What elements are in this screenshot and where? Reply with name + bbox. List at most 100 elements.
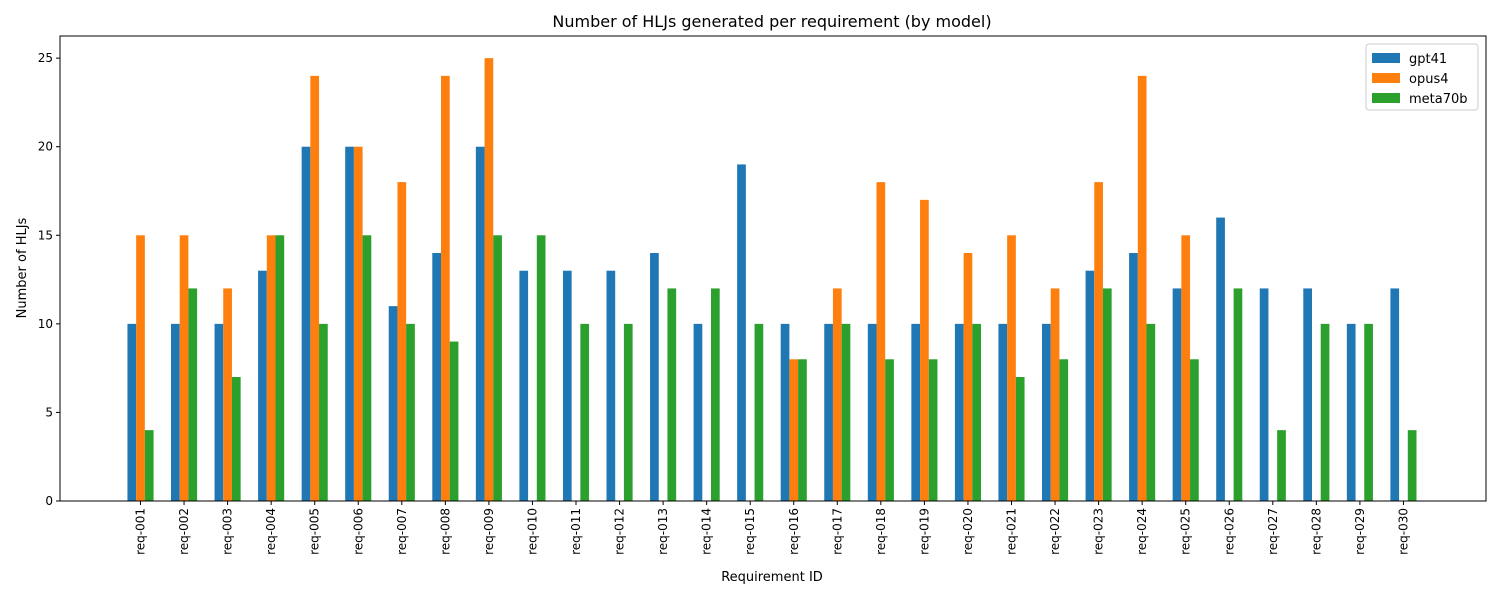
x-tick-label: req-005 bbox=[308, 508, 322, 555]
x-tick-label: req-006 bbox=[351, 508, 365, 555]
x-tick-label: req-015 bbox=[743, 508, 757, 555]
x-tick-label: req-011 bbox=[569, 508, 583, 555]
x-tick-label: req-024 bbox=[1135, 508, 1149, 555]
bar-gpt41-req-025 bbox=[1172, 288, 1182, 501]
x-tick-label: req-014 bbox=[700, 508, 714, 555]
x-tick-label: req-019 bbox=[917, 508, 931, 555]
x-tick-label: req-030 bbox=[1396, 508, 1410, 555]
bar-gpt41-req-013 bbox=[650, 253, 659, 501]
bar-gpt41-req-029 bbox=[1346, 323, 1356, 501]
bar-gpt41-req-020 bbox=[954, 323, 964, 501]
y-axis: 0 5 10 15 20 25 bbox=[38, 51, 60, 508]
bar-opus4-req-006 bbox=[353, 146, 363, 501]
bar-meta70b-req-023 bbox=[1102, 288, 1112, 501]
bar-gpt41-req-008 bbox=[432, 253, 441, 501]
x-tick-label: req-012 bbox=[613, 508, 627, 555]
y-tick-label: 5 bbox=[45, 405, 53, 419]
bar-meta70b-req-027 bbox=[1277, 430, 1286, 501]
bar-gpt41-req-019 bbox=[911, 323, 921, 501]
bar-gpt41-req-028 bbox=[1303, 288, 1312, 501]
bar-meta70b-req-002 bbox=[188, 288, 198, 501]
bar-meta70b-req-026 bbox=[1233, 288, 1243, 501]
bar-meta70b-req-010 bbox=[536, 235, 546, 502]
x-tick-label: req-026 bbox=[1222, 508, 1236, 555]
bar-meta70b-req-007 bbox=[406, 323, 415, 501]
bar-opus4-req-003 bbox=[223, 288, 232, 501]
bar-meta70b-req-018 bbox=[885, 359, 894, 501]
bar-gpt41-req-006 bbox=[345, 146, 354, 501]
x-tick-label: req-004 bbox=[264, 508, 278, 555]
bar-gpt41-req-022 bbox=[1042, 323, 1051, 501]
x-tick-label: req-003 bbox=[221, 508, 235, 555]
bar-opus4-req-019 bbox=[920, 199, 929, 502]
x-tick-label: req-016 bbox=[787, 508, 801, 555]
bar-gpt41-req-017 bbox=[824, 323, 833, 501]
bar-meta70b-req-012 bbox=[623, 323, 633, 501]
x-tick-label: req-017 bbox=[830, 508, 844, 555]
bar-gpt41-req-018 bbox=[867, 323, 877, 501]
bar-meta70b-req-025 bbox=[1190, 359, 1199, 501]
x-tick-label: req-001 bbox=[134, 508, 148, 555]
bar-opus4-req-002 bbox=[179, 235, 189, 502]
bar-meta70b-req-009 bbox=[493, 235, 502, 502]
bar-gpt41-req-002 bbox=[171, 323, 180, 501]
y-tick-label: 10 bbox=[38, 317, 53, 331]
x-tick-label: req-008 bbox=[438, 508, 452, 555]
bar-meta70b-req-021 bbox=[1015, 377, 1025, 501]
bar-gpt41-req-027 bbox=[1259, 288, 1269, 501]
x-tick-label: req-018 bbox=[874, 508, 888, 555]
legend-swatch-meta70b bbox=[1372, 93, 1400, 103]
x-tick-label: req-013 bbox=[656, 508, 670, 555]
bar-gpt41-req-007 bbox=[388, 306, 398, 501]
bar-gpt41-req-023 bbox=[1085, 270, 1095, 501]
bar-meta70b-req-030 bbox=[1407, 430, 1417, 501]
y-tick-label: 15 bbox=[38, 228, 53, 242]
bar-opus4-req-021 bbox=[1007, 235, 1016, 502]
legend-label-gpt41: gpt41 bbox=[1409, 52, 1447, 67]
bar-opus4-req-022 bbox=[1050, 288, 1060, 501]
y-tick-label: 20 bbox=[38, 140, 53, 154]
bar-meta70b-req-029 bbox=[1364, 323, 1373, 501]
bar-meta70b-req-017 bbox=[841, 323, 851, 501]
x-axis: req-001 req-002 req-003 req-004 req-005 req-0… bbox=[134, 501, 1410, 555]
bar-meta70b-req-016 bbox=[798, 359, 807, 501]
bar-gpt41-req-021 bbox=[998, 323, 1008, 501]
bar-opus4-req-018 bbox=[876, 182, 886, 501]
bar-opus4-req-001 bbox=[136, 235, 145, 502]
bar-gpt41-req-030 bbox=[1390, 288, 1400, 501]
bar-gpt41-req-004 bbox=[258, 270, 267, 501]
chart-title: Number of HLJs generated per requirement… bbox=[552, 12, 991, 31]
x-tick-label: req-021 bbox=[1005, 508, 1019, 555]
x-tick-label: req-002 bbox=[177, 508, 191, 555]
bar-meta70b-req-011 bbox=[580, 323, 590, 501]
bar-opus4-req-004 bbox=[266, 235, 276, 502]
x-tick-label: req-027 bbox=[1266, 508, 1280, 555]
y-tick-label: 0 bbox=[45, 494, 53, 508]
bar-meta70b-req-020 bbox=[972, 323, 981, 501]
bar-opus4-req-017 bbox=[832, 288, 842, 501]
bar-gpt41-req-011 bbox=[562, 270, 572, 501]
bar-meta70b-req-005 bbox=[319, 323, 328, 501]
bar-opus4-req-020 bbox=[963, 253, 973, 501]
x-tick-label: req-023 bbox=[1092, 508, 1106, 555]
x-tick-label: req-020 bbox=[961, 508, 975, 555]
bar-opus4-req-008 bbox=[441, 75, 450, 502]
bar-meta70b-req-019 bbox=[928, 359, 938, 501]
x-tick-label: req-007 bbox=[395, 508, 409, 555]
bar-meta70b-req-001 bbox=[144, 430, 154, 501]
bar-opus4-req-016 bbox=[789, 359, 799, 501]
bar-opus4-req-025 bbox=[1181, 235, 1191, 502]
bar-meta70b-req-008 bbox=[449, 341, 459, 501]
bar-meta70b-req-014 bbox=[711, 288, 720, 501]
bar-gpt41-req-010 bbox=[519, 270, 529, 501]
bar-gpt41-req-015 bbox=[737, 164, 746, 501]
x-tick-label: req-029 bbox=[1353, 508, 1367, 555]
x-tick-label: req-010 bbox=[525, 508, 539, 555]
bar-gpt41-req-014 bbox=[693, 323, 703, 501]
bar-gpt41-req-024 bbox=[1129, 253, 1138, 501]
x-tick-label: req-028 bbox=[1309, 508, 1323, 555]
bar-gpt41-req-016 bbox=[780, 323, 790, 501]
bar-gpt41-req-009 bbox=[475, 146, 485, 501]
x-tick-label: req-009 bbox=[482, 508, 496, 555]
